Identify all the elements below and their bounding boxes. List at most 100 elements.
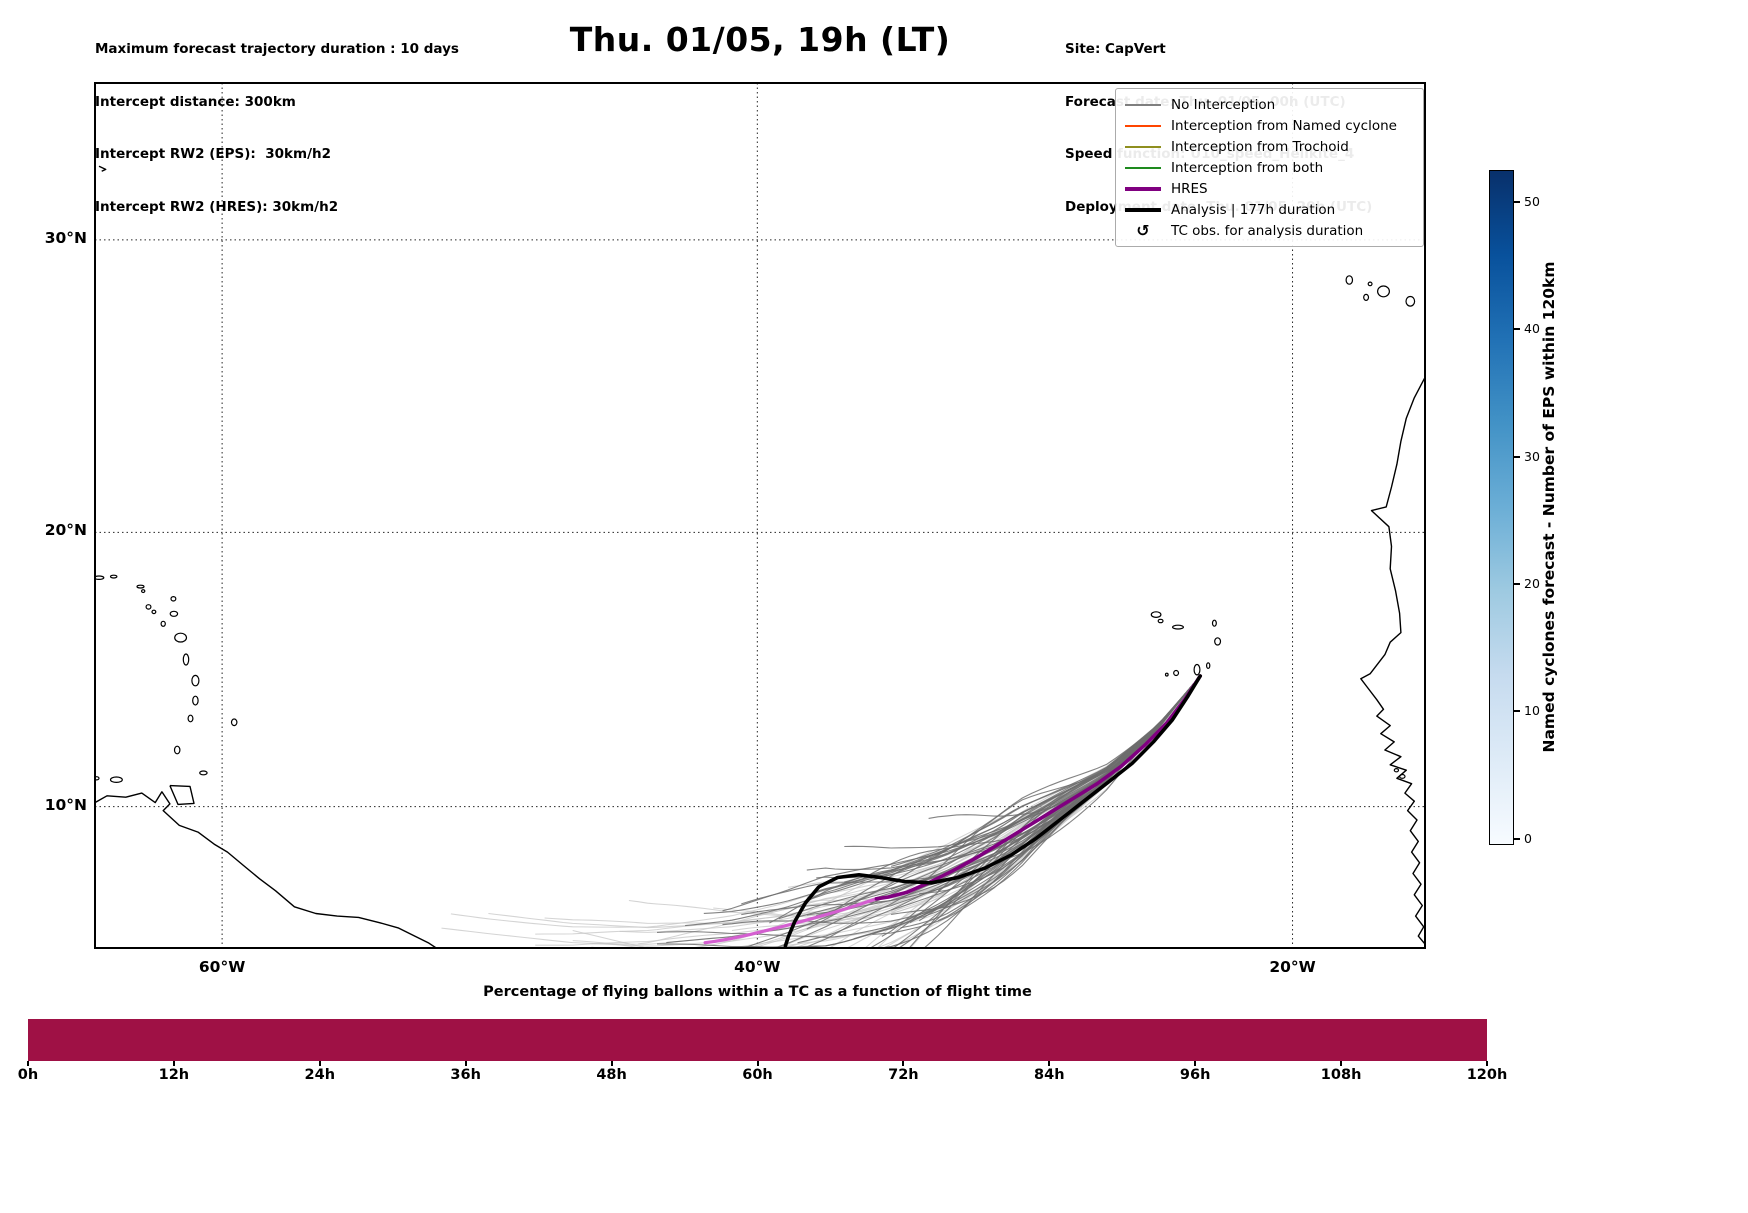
trajectory-analysis-177h-duration	[783, 674, 1202, 948]
ensemble-trajectory-light	[488, 675, 1201, 929]
map-content	[95, 83, 1425, 948]
bar-axis-tick	[172, 1061, 175, 1066]
legend-item: HRES	[1116, 178, 1423, 199]
colorbar-tick-label: 30	[1524, 448, 1540, 464]
legend-label: Interception from Named cyclone	[1171, 117, 1397, 134]
bar-axis-tick-label: 48h	[596, 1067, 627, 1083]
island-outline	[1363, 293, 1370, 301]
colorbar-tick	[1514, 710, 1520, 713]
island-outline	[145, 604, 152, 610]
ensemble-trajectory-dark	[897, 675, 1201, 948]
bar-axis-tick-label: 36h	[450, 1067, 481, 1083]
legend-label: HRES	[1171, 180, 1208, 197]
lat-tick-label: 30°N	[44, 228, 87, 247]
island-outline	[199, 770, 208, 776]
site-line-1: Site: CapVert	[1065, 41, 1166, 57]
bar-axis-tick-label: 84h	[1034, 1067, 1065, 1083]
bar-axis-tick	[902, 1061, 905, 1066]
map-frame	[94, 82, 1426, 949]
lat-tick-label: 10°N	[44, 795, 87, 814]
island-outline	[1150, 611, 1162, 618]
island-outline	[182, 653, 190, 666]
bar-axis-tick-label: 24h	[304, 1067, 336, 1083]
legend-item: Interception from both	[1116, 157, 1423, 178]
legend-line-sample	[1125, 103, 1161, 106]
island-outline	[109, 574, 118, 579]
ensemble-trajectory-light	[759, 675, 1201, 948]
island-outline	[1173, 669, 1180, 677]
bar-axis-tick	[1048, 1061, 1051, 1066]
bar-axis-tick-label: 120h	[1466, 1067, 1508, 1083]
bar-axis-tick-label: 108h	[1320, 1067, 1362, 1083]
island-outline	[174, 632, 188, 643]
island-outline	[170, 595, 177, 602]
ensemble-trajectory-dark	[685, 675, 1201, 927]
colorbar-tick	[1514, 328, 1520, 331]
colorbar-tick	[1514, 455, 1520, 458]
legend-item: Interception from Trochoid	[1116, 136, 1423, 157]
config-line-4: Intercept RW2 (HRES): 30km/h2	[95, 198, 339, 215]
island-outline	[109, 776, 123, 784]
island-outline	[95, 575, 105, 580]
island-outline	[173, 745, 181, 755]
ensemble-trajectory-dark	[802, 675, 1201, 948]
island-outline	[1393, 768, 1400, 773]
island-outline	[230, 718, 238, 727]
island-outline	[169, 610, 179, 617]
coastline	[98, 165, 107, 172]
ensemble-trajectory-dark	[918, 675, 1201, 918]
bar-axis-tick	[610, 1061, 613, 1066]
coastline	[169, 784, 195, 806]
legend-line-sample	[1125, 207, 1161, 212]
island-outline	[1399, 773, 1406, 779]
colorbar-tick-label: 20	[1524, 575, 1540, 591]
trajectory-hres-extension	[703, 897, 878, 945]
island-outline	[1367, 281, 1373, 287]
cyclone-rotation-icon: ↺	[1136, 220, 1150, 240]
legend-line-sample	[1125, 166, 1161, 169]
colorbar-tick-label: 0	[1524, 830, 1532, 846]
ensemble-trajectory-dark	[853, 675, 1201, 940]
island-outline	[1405, 295, 1416, 307]
bar-axis-tick	[1194, 1061, 1197, 1066]
legend-item: Interception from Named cyclone	[1116, 115, 1423, 136]
bar-axis-tick	[1340, 1061, 1343, 1066]
island-outline	[1157, 618, 1164, 624]
ensemble-trajectory-light	[828, 675, 1201, 948]
legend-item: Analysis | 177h duration	[1116, 199, 1423, 220]
island-outline	[1171, 624, 1184, 630]
island-outline	[1376, 285, 1390, 298]
bar-axis-tick	[464, 1061, 467, 1066]
island-outline	[1205, 662, 1211, 669]
config-line-3: Intercept RW2 (EPS): 30km/h2	[95, 146, 331, 162]
bar-axis-tick	[27, 1061, 29, 1066]
bar-axis-tick	[756, 1061, 759, 1066]
legend-line	[1125, 124, 1161, 127]
island-outline	[1193, 663, 1201, 676]
bar-chart-title: Percentage of flying ballons within a TC…	[483, 984, 1032, 1000]
ensemble-trajectory-dark	[825, 675, 1201, 917]
colorbar-tick	[1514, 837, 1520, 840]
bar-axis-tick-label: 60h	[742, 1067, 773, 1083]
ensemble-trajectory-dark	[872, 675, 1201, 935]
island-outline	[1164, 672, 1169, 677]
legend-label: Interception from both	[1171, 159, 1324, 176]
island-outline	[151, 609, 157, 615]
ensemble-trajectory-light	[713, 675, 1201, 921]
legend-label: Analysis | 177h duration	[1171, 201, 1336, 218]
ensemble-trajectory-light	[722, 675, 1201, 922]
bar-axis-tick-label: 72h	[888, 1067, 919, 1083]
legend-line	[1125, 207, 1161, 212]
legend-label: Interception from Trochoid	[1171, 138, 1349, 155]
bar-axis-tick-label: 96h	[1179, 1067, 1211, 1083]
legend-line	[1125, 166, 1161, 169]
island-outline	[95, 776, 100, 781]
lon-tick-label: 20°W	[1269, 958, 1316, 976]
island-outline	[1214, 637, 1222, 646]
colorbar-tick-label: 50	[1524, 193, 1540, 209]
lon-tick-label: 40°W	[734, 958, 781, 976]
legend-line	[1125, 145, 1161, 148]
coastline	[1360, 377, 1425, 945]
legend-item: No Interception	[1116, 94, 1423, 115]
